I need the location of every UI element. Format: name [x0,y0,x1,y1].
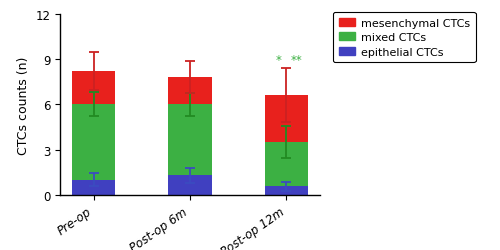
Bar [72,180,115,195]
Text: *: * [276,54,281,67]
Bar [265,95,308,142]
Y-axis label: CTCs counts (n): CTCs counts (n) [16,56,30,154]
Bar [168,78,212,105]
Bar [72,105,115,180]
Legend: mesenchymal CTCs, mixed CTCs, epithelial CTCs: mesenchymal CTCs, mixed CTCs, epithelial… [333,13,476,63]
Bar [72,72,115,105]
Bar [168,176,212,195]
Bar [265,187,308,195]
Text: **: ** [290,54,302,67]
Bar [265,142,308,187]
Bar [168,105,212,176]
